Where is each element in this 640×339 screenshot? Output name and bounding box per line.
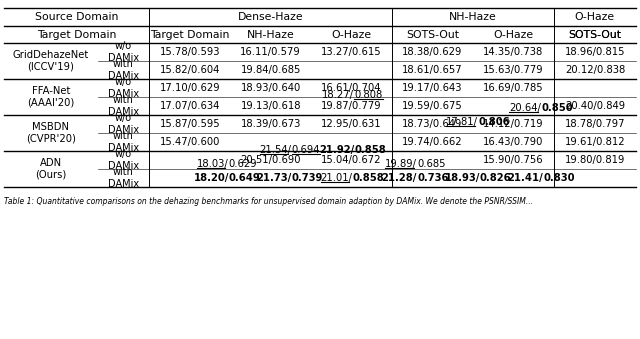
Text: with
DAMix: with DAMix [108, 167, 139, 189]
Text: SOTS-Out: SOTS-Out [406, 29, 459, 40]
Text: 19.80/0.819: 19.80/0.819 [564, 155, 625, 165]
Text: 0.694: 0.694 [292, 145, 320, 155]
Text: 18.39/0.673: 18.39/0.673 [241, 119, 301, 129]
Text: 14.12/0.719: 14.12/0.719 [483, 119, 544, 129]
Text: O-Haze: O-Haze [493, 29, 534, 40]
Text: 19.74/0.662: 19.74/0.662 [402, 137, 463, 147]
Text: 19.87/0.779: 19.87/0.779 [321, 101, 382, 111]
Text: 16.69/0.785: 16.69/0.785 [483, 83, 544, 93]
Text: 0.826: 0.826 [480, 173, 511, 183]
Text: FFA-Net
(AAAI'20): FFA-Net (AAAI'20) [27, 86, 74, 108]
Text: 20.51/0.690: 20.51/0.690 [241, 155, 301, 165]
Text: Table 1: Quantitative comparisons on the dehazing benchmarks for unsupervised do: Table 1: Quantitative comparisons on the… [4, 197, 533, 206]
Text: 16.61/0.704: 16.61/0.704 [321, 83, 382, 93]
Text: 21.41/: 21.41/ [508, 173, 543, 183]
Text: 17.07/0.634: 17.07/0.634 [159, 101, 220, 111]
Text: 0.739: 0.739 [292, 173, 323, 183]
Text: 0.808: 0.808 [355, 89, 383, 100]
Text: 15.04/0.672: 15.04/0.672 [321, 155, 382, 165]
Text: Source Domain: Source Domain [35, 12, 118, 22]
Text: MSBDN
(CVPR'20): MSBDN (CVPR'20) [26, 122, 76, 144]
Text: O-Haze: O-Haze [575, 12, 615, 22]
Text: 18.73/0.649: 18.73/0.649 [403, 119, 463, 129]
Text: 15.82/0.604: 15.82/0.604 [159, 65, 220, 75]
Text: 18.20/: 18.20/ [193, 173, 229, 183]
Text: 0.685: 0.685 [417, 159, 445, 169]
Text: O-Haze: O-Haze [332, 29, 372, 40]
Text: SOTS-Out: SOTS-Out [568, 29, 621, 40]
Text: 17.81/: 17.81/ [446, 117, 478, 127]
Text: 18.03/: 18.03/ [197, 159, 228, 169]
Text: Target Domain: Target Domain [37, 29, 116, 40]
Text: 0.736: 0.736 [417, 173, 449, 183]
Text: 16.43/0.790: 16.43/0.790 [483, 137, 543, 147]
Text: 18.96/0.815: 18.96/0.815 [564, 47, 625, 57]
Text: 15.63/0.779: 15.63/0.779 [483, 65, 544, 75]
Text: 18.93/0.640: 18.93/0.640 [241, 83, 301, 93]
Text: w/o
DAMix: w/o DAMix [108, 149, 139, 171]
Text: 15.90/0.756: 15.90/0.756 [483, 155, 544, 165]
Text: GridDehazeNet
(ICCV'19): GridDehazeNet (ICCV'19) [13, 50, 89, 72]
Text: 12.95/0.631: 12.95/0.631 [321, 119, 382, 129]
Text: 21.73/: 21.73/ [257, 173, 292, 183]
Text: w/o
DAMix: w/o DAMix [108, 41, 139, 63]
Text: 19.13/0.618: 19.13/0.618 [241, 101, 301, 111]
Text: NH-Haze: NH-Haze [247, 29, 294, 40]
Text: 16.11/0.579: 16.11/0.579 [241, 47, 301, 57]
Text: 18.61/0.657: 18.61/0.657 [402, 65, 463, 75]
Text: w/o
DAMix: w/o DAMix [108, 113, 139, 135]
Text: 14.35/0.738: 14.35/0.738 [483, 47, 543, 57]
Text: 21.92/: 21.92/ [319, 145, 355, 155]
Text: 19.61/0.812: 19.61/0.812 [564, 137, 625, 147]
Text: 15.47/0.600: 15.47/0.600 [159, 137, 220, 147]
Text: 18.93/: 18.93/ [444, 173, 480, 183]
Text: Dense-Haze: Dense-Haze [238, 12, 303, 22]
Text: 20.12/0.838: 20.12/0.838 [564, 65, 625, 75]
Text: 19.17/0.643: 19.17/0.643 [403, 83, 463, 93]
Text: 15.78/0.593: 15.78/0.593 [159, 47, 220, 57]
Text: 13.27/0.615: 13.27/0.615 [321, 47, 382, 57]
Text: w/o
DAMix: w/o DAMix [108, 77, 139, 99]
Text: 19.59/0.675: 19.59/0.675 [402, 101, 463, 111]
Text: with
DAMix: with DAMix [108, 95, 139, 117]
Text: NH-Haze: NH-Haze [449, 12, 497, 22]
Text: with
DAMix: with DAMix [108, 131, 139, 153]
Text: 0.649: 0.649 [229, 173, 260, 183]
Text: 19.89/: 19.89/ [385, 159, 417, 169]
Text: 15.87/0.595: 15.87/0.595 [159, 119, 220, 129]
Text: 0.629: 0.629 [228, 159, 257, 169]
Text: 20.64/: 20.64/ [509, 103, 541, 114]
Text: 21.28/: 21.28/ [381, 173, 417, 183]
Text: 18.38/0.629: 18.38/0.629 [403, 47, 463, 57]
Text: 0.806: 0.806 [478, 117, 509, 127]
Text: 0.858: 0.858 [355, 145, 386, 155]
Text: 18.27/: 18.27/ [323, 89, 355, 100]
Text: 17.10/0.629: 17.10/0.629 [159, 83, 220, 93]
Text: with
DAMix: with DAMix [108, 59, 139, 81]
Text: 0.830: 0.830 [543, 173, 575, 183]
Text: Target Domain: Target Domain [150, 29, 230, 40]
Text: 0.858: 0.858 [353, 173, 385, 183]
Text: 0.850: 0.850 [541, 103, 573, 114]
Text: 18.78/0.797: 18.78/0.797 [564, 119, 625, 129]
Text: 20.40/0.849: 20.40/0.849 [565, 101, 625, 111]
Text: ADN
(Ours): ADN (Ours) [35, 158, 67, 180]
Text: 21.54/: 21.54/ [260, 145, 292, 155]
Text: SOTS-Out: SOTS-Out [568, 29, 621, 40]
Text: 21.01/: 21.01/ [321, 173, 353, 183]
Text: 19.84/0.685: 19.84/0.685 [241, 65, 301, 75]
